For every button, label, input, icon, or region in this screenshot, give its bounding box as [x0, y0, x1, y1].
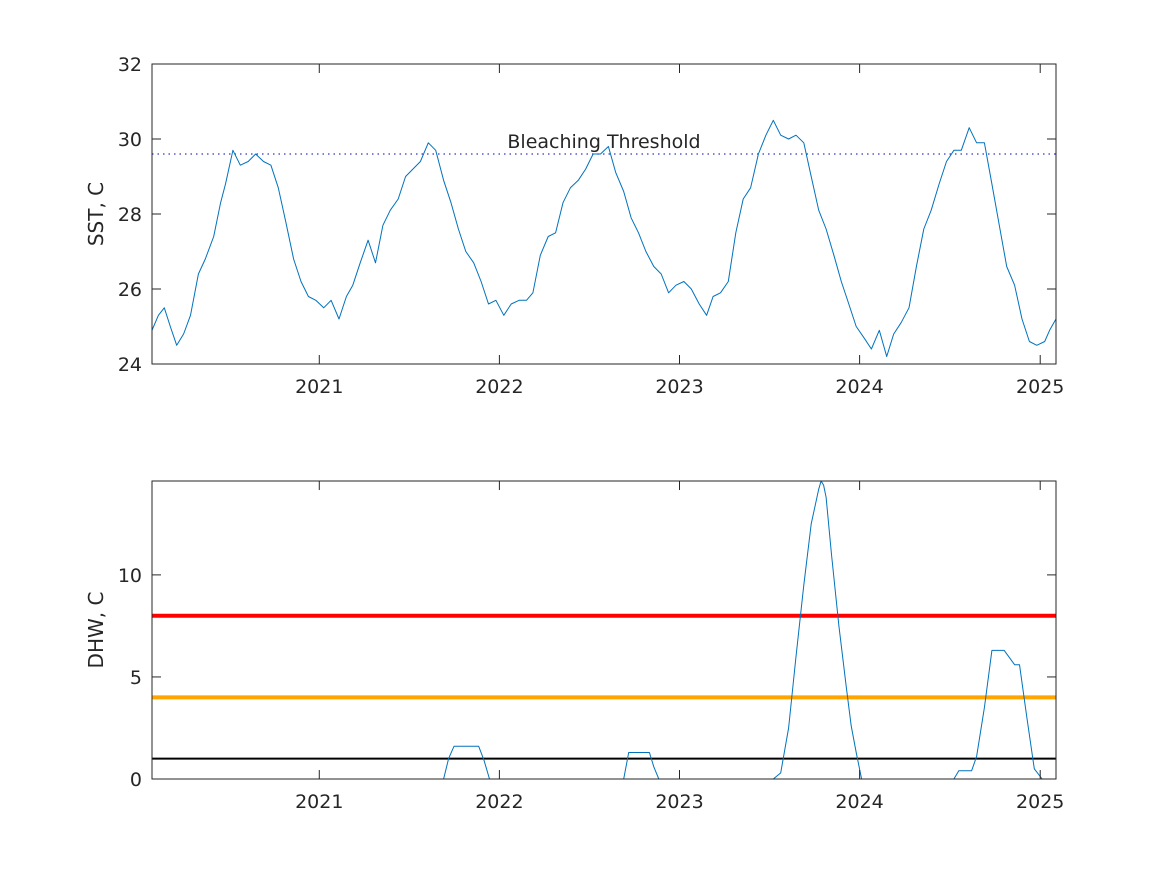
sst-panel: 2021 2022 2023 2024 2025 24 26 28 30 32 SST, C Bl…: [84, 54, 1064, 398]
sst-series-line: [152, 119, 1056, 357]
dhw-y-tick-label: 5: [130, 667, 142, 689]
sst-x-tick-label: 2024: [835, 376, 883, 398]
dhw-series-line: [152, 481, 1056, 779]
dhw-x-tick-label: 2025: [1016, 791, 1064, 813]
dhw-y-axis-label: DHW, C: [84, 592, 108, 669]
sst-y-tick-label: 32: [118, 54, 142, 76]
sst-y-tick-label: 26: [118, 279, 142, 301]
sst-y-tick-label: 30: [118, 129, 142, 151]
sst-y-axis-label: SST, C: [84, 182, 108, 246]
dhw-x-tick-label: 2024: [835, 791, 883, 813]
sst-x-tick-label: 2025: [1016, 376, 1064, 398]
dhw-panel: 2021 2022 2023 2024 2025 0 5 10 DHW, C: [84, 480, 1064, 813]
dhw-x-tick-label: 2023: [655, 791, 703, 813]
sst-x-tick-label: 2023: [655, 376, 703, 398]
dhw-y-tick-label: 10: [118, 565, 142, 587]
dhw-x-tick-label: 2021: [295, 791, 343, 813]
sst-ticks: 2021 2022 2023 2024 2025 24 26 28 30 32: [118, 54, 1065, 398]
dhw-x-tick-label: 2022: [475, 791, 523, 813]
sst-y-tick-label: 24: [118, 354, 142, 376]
dhw-y-tick-label: 0: [130, 769, 142, 791]
sst-x-tick-label: 2021: [295, 376, 343, 398]
sst-y-tick-label: 28: [118, 204, 142, 226]
dhw-axes-frame: [151, 480, 1057, 780]
sst-x-tick-label: 2022: [475, 376, 523, 398]
dhw-ticks: 2021 2022 2023 2024 2025 0 5 10: [118, 481, 1064, 813]
bleaching-threshold-label: Bleaching Threshold: [507, 131, 700, 153]
dhw-marks: [152, 481, 1056, 779]
sst-marks: [152, 119, 1056, 357]
